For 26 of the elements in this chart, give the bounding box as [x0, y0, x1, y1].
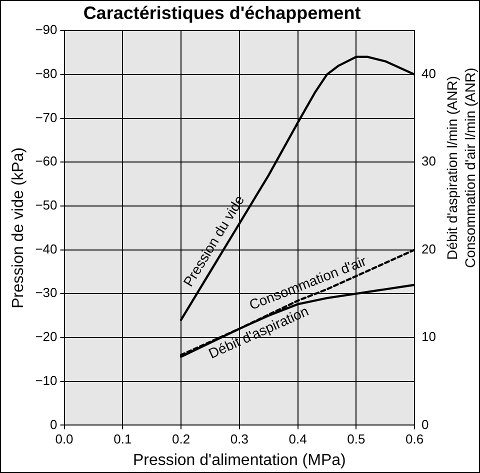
y-axis-title: Pression de vide (kPa)	[10, 147, 28, 308]
x-tick-label: 0.5	[347, 432, 366, 447]
y-tick-label: −20	[35, 329, 58, 344]
y-tick-label: 0	[50, 416, 58, 432]
chart-title: Caractéristiques d'échappement	[83, 2, 361, 23]
x-tick-label: 0.2	[172, 432, 190, 447]
y-tick-label: −30	[35, 285, 58, 300]
y-tick-label: −90	[35, 22, 58, 38]
y2-tick-label: 30	[422, 154, 436, 169]
x-tick-label: 0.6	[406, 432, 424, 447]
x-axis-title: Pression d'alimentation (MPa)	[132, 452, 346, 469]
x-tick-label: 0.3	[230, 432, 248, 447]
y-tick-label: −70	[35, 110, 58, 125]
y-tick-label: −80	[35, 66, 58, 82]
y-tick-label: −50	[35, 198, 58, 213]
y-tick-label: −60	[35, 154, 58, 169]
y2-axis-title: Débit d'aspiration l/min (ANR) Consommation d'air l/min (ANR)	[444, 68, 478, 268]
y-tick-label: −40	[35, 241, 58, 256]
x-tick-label: 0.1	[114, 432, 132, 447]
y2-tick-label: 20	[422, 241, 436, 256]
y2-tick-label: 10	[422, 329, 436, 344]
x-tick-label: 0.0	[55, 432, 74, 447]
y2-tick-label: 40	[422, 66, 436, 82]
y-tick-label: −10	[35, 372, 58, 388]
x-tick-label: 0.4	[288, 432, 307, 447]
y2-tick-label: 0	[422, 416, 429, 432]
